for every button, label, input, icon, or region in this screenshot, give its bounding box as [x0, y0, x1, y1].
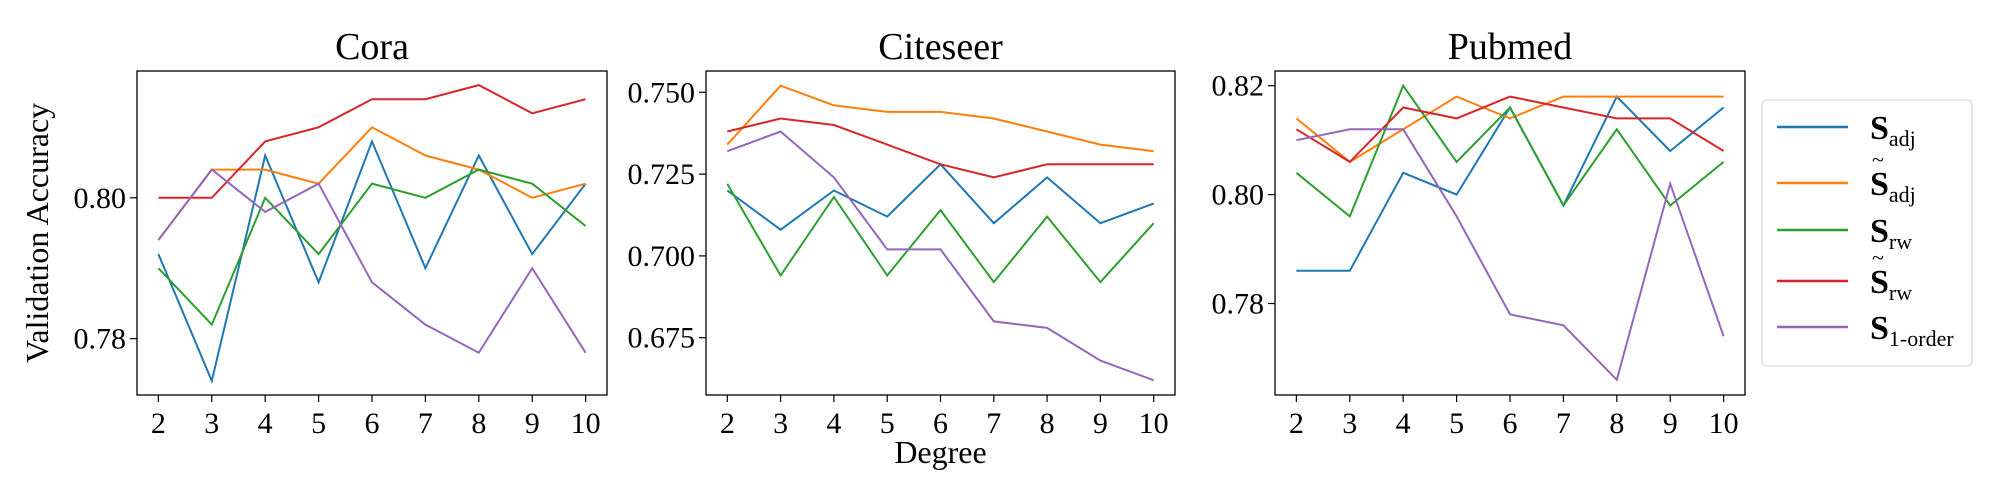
x-tick-label: 5	[1449, 407, 1464, 440]
x-tick-label: 8	[1609, 407, 1624, 440]
x-tick-label: 9	[525, 407, 540, 440]
series-line-s_adj	[157, 138, 587, 385]
y-tick-label: 0.675	[628, 322, 696, 355]
x-tick-label: 3	[773, 407, 788, 440]
legend-label-base: S	[1870, 110, 1889, 147]
legend-frame	[1761, 99, 1973, 367]
x-tick-label: 9	[1663, 407, 1678, 440]
x-tick-label: 8	[1040, 407, 1055, 440]
y-tick-label: 0.82	[1212, 70, 1265, 103]
x-tick-label: 10	[571, 407, 601, 440]
y-tick-label: 0.700	[628, 240, 696, 273]
panel-title: Pubmed	[1448, 26, 1573, 68]
series-line-s_adj	[1296, 94, 1725, 272]
x-tick-label: 7	[1556, 407, 1571, 440]
x-tick-label: 2	[720, 407, 735, 440]
series-line-s_1order	[1296, 128, 1725, 382]
y-tick-label: 0.78	[74, 323, 127, 356]
legend-item-s_1order: S1-order	[1777, 310, 1954, 351]
series-line-s_rw	[1295, 83, 1725, 219]
legend-label-subscript: adj	[1889, 126, 1916, 151]
series-line-s_adj	[726, 162, 1155, 231]
legend-label: S1-order	[1870, 310, 1954, 351]
y-tick-label: 0.80	[1212, 179, 1265, 212]
legend-label-base: S	[1870, 310, 1889, 347]
y-axis-label: Validation Accuracy	[19, 103, 55, 363]
panel-pubmed: Pubmed 2 3 4 5 6 7 8 9 10 0.78 0.80 0.82	[1212, 26, 1746, 440]
x-tick-label: 7	[986, 407, 1001, 440]
x-tick-label: 4	[258, 407, 273, 440]
x-tick-label: 5	[880, 407, 895, 440]
legend-item-s_adj: Sadj	[1777, 110, 1916, 151]
series-line-s_rw_tilde	[158, 84, 586, 199]
axes-frame	[136, 70, 608, 396]
x-tick-label: 4	[826, 407, 841, 440]
legend-label-subscript: adj	[1889, 182, 1916, 207]
legend-label: Srw	[1870, 264, 1912, 305]
panel-cora: Cora 2 3 4 5 6 7 8 9 10 0.78 0.80 Validation Accurac…	[19, 26, 608, 440]
legend-item-s_adj_tilde: Sadj~	[1777, 147, 1916, 207]
legend-label-base: S	[1870, 166, 1889, 203]
axes-frame	[1274, 70, 1746, 396]
x-tick-label: 10	[1139, 407, 1169, 440]
series-line-s_rw_tilde	[1295, 95, 1725, 164]
series-line-s_rw	[726, 183, 1155, 284]
series-line-s_adj_tilde	[726, 84, 1154, 153]
panel-title: Citeseer	[878, 26, 1003, 68]
x-tick-label: 6	[933, 407, 948, 440]
x-tick-label: 3	[204, 407, 219, 440]
y-tick-label: 0.80	[74, 182, 127, 215]
x-tick-label: 2	[151, 407, 166, 440]
y-tick-label: 0.750	[628, 76, 696, 109]
x-axis-label: Degree	[894, 434, 986, 470]
legend-label-subscript: 1-order	[1889, 326, 1954, 351]
series-line-s_1order	[726, 130, 1155, 382]
y-tick-label: 0.78	[1212, 288, 1265, 321]
x-tick-label: 8	[471, 407, 486, 440]
x-tick-label: 2	[1289, 407, 1304, 440]
legend-item-s_rw: Srw	[1777, 213, 1912, 254]
x-tick-label: 6	[365, 407, 380, 440]
legend-label-subscript: rw	[1889, 229, 1912, 254]
x-tick-label: 3	[1342, 407, 1357, 440]
legend-label: Sadj	[1870, 166, 1916, 207]
legend-label-subscript: rw	[1889, 280, 1912, 305]
x-tick-label: 5	[311, 407, 326, 440]
x-tick-label: 4	[1396, 407, 1411, 440]
series-line-s_rw	[157, 168, 587, 327]
x-tick-label: 10	[1709, 407, 1739, 440]
x-tick-label: 7	[418, 407, 433, 440]
series-line-s_adj_tilde	[157, 126, 586, 241]
series-line-s_adj_tilde	[1295, 95, 1724, 164]
legend-tilde-mark: ~	[1872, 147, 1884, 172]
axes-frame	[705, 70, 1176, 396]
x-tick-label: 6	[1503, 407, 1518, 440]
x-tick-label: 9	[1093, 407, 1108, 440]
legend-label-base: S	[1870, 213, 1889, 250]
legend-label: Srw	[1870, 213, 1912, 254]
panel-title: Cora	[335, 26, 409, 68]
panel-citeseer: Citeseer 2 3 4 5 6 7 8 9 10 0.675 0.700 0.725 0.750 De…	[628, 26, 1176, 470]
series-line-s_1order	[157, 168, 587, 355]
legend-label-base: S	[1870, 264, 1889, 301]
series-line-s_rw_tilde	[727, 117, 1154, 179]
y-tick-label: 0.725	[628, 158, 696, 191]
legend-tilde-mark: ~	[1872, 245, 1884, 270]
legend-label: Sadj	[1870, 110, 1916, 151]
legend-item-s_rw_tilde: Srw~	[1777, 245, 1912, 305]
